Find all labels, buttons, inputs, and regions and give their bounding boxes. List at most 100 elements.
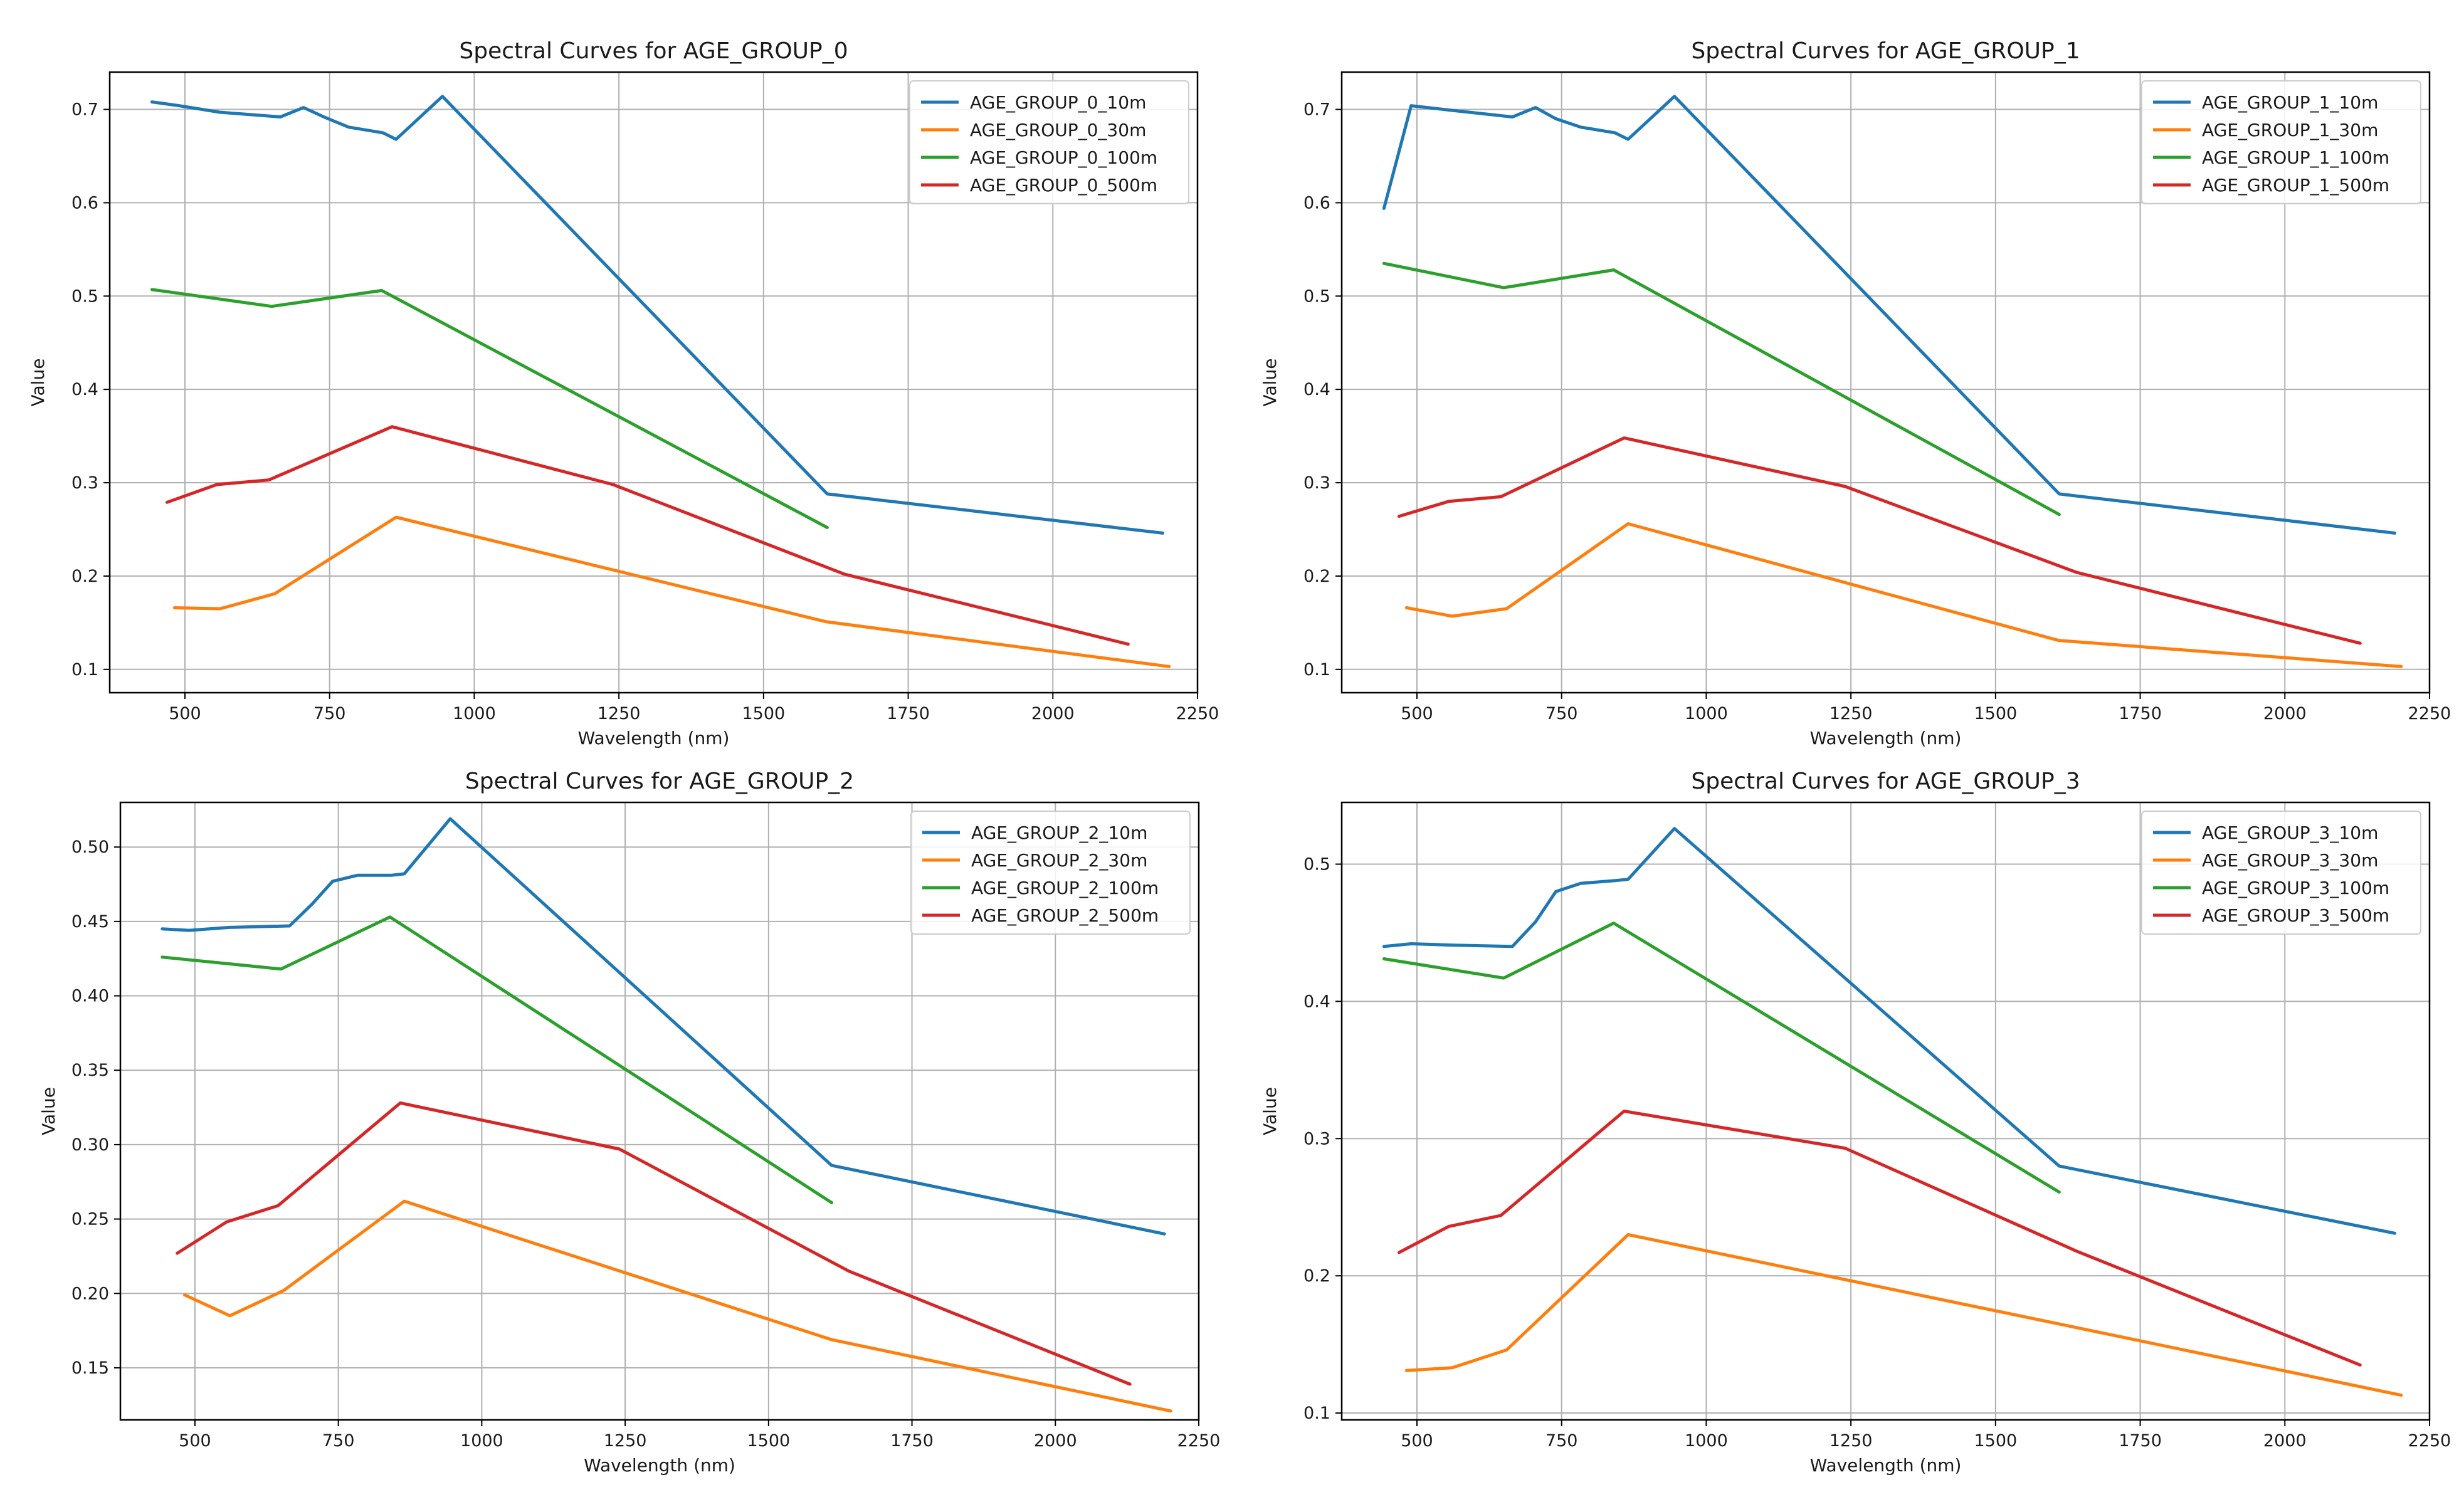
- y-tick-label: 0.20: [71, 1284, 109, 1303]
- y-tick-label: 0.7: [71, 100, 98, 120]
- legend-box: [2141, 811, 2421, 935]
- axes-frame: [119, 801, 1200, 1421]
- y-tick-label: 0.6: [71, 193, 98, 213]
- x-axis-label: Wavelength (nm): [1810, 728, 1962, 748]
- y-tick-label: 0.4: [1303, 380, 1330, 399]
- x-tick-label: 750: [1545, 704, 1578, 723]
- legend-entry: AGE_GROUP_0_100m: [970, 147, 1157, 168]
- y-tick-label: 0.30: [71, 1135, 109, 1155]
- legend-entry: AGE_GROUP_3_30m: [2202, 850, 2378, 871]
- y-tick-label: 0.5: [71, 286, 98, 306]
- legend: AGE_GROUP_0_10m AGE_GROUP_0_30m AGE_GROUP_…: [909, 80, 1189, 204]
- x-tick-label: 1500: [1974, 1431, 2017, 1451]
- x-tick-label: 2000: [1031, 704, 1075, 723]
- y-tick-label: 0.7: [1303, 100, 1330, 120]
- y-tick-label: 0.1: [1303, 1404, 1330, 1423]
- y-tick-label: 0.40: [71, 987, 109, 1006]
- y-tick-label: 0.45: [71, 912, 109, 932]
- legend-entry: AGE_GROUP_0_10m: [970, 92, 1146, 113]
- chart-panel-2: 500 750 1000 1250 1500 1750 2000 2250 0.15 0.20 0.…: [38, 769, 1220, 1476]
- x-axis-label: Wavelength (nm): [578, 728, 730, 748]
- x-tick-label: 500: [1401, 704, 1433, 723]
- x-tick-label: 750: [322, 1431, 355, 1451]
- legend-entry: AGE_GROUP_1_500m: [2202, 175, 2389, 196]
- legend-entry: AGE_GROUP_1_30m: [2202, 120, 2378, 140]
- series-line-AGE_GROUP_3_100m: [1382, 922, 2061, 1194]
- y-tick-label: 0.5: [1303, 286, 1330, 306]
- legend-box: [2141, 80, 2421, 204]
- y-tick-label: 0.1: [71, 660, 98, 680]
- chart-title: Spectral Curves for AGE_GROUP_2: [465, 769, 854, 794]
- x-tick-label: 1500: [742, 704, 785, 723]
- y-tick-label: 0.50: [71, 838, 109, 857]
- series-line-AGE_GROUP_0_500m: [165, 425, 1130, 646]
- legend-entry: AGE_GROUP_0_30m: [970, 120, 1146, 140]
- chart-title: Spectral Curves for AGE_GROUP_3: [1691, 769, 2080, 794]
- legend-box: [910, 811, 1191, 935]
- x-tick-label: 500: [1401, 1431, 1433, 1451]
- series-line-AGE_GROUP_2_100m: [161, 915, 833, 1204]
- x-axis-label: Wavelength (nm): [1810, 1455, 1962, 1476]
- y-tick-label: 0.2: [71, 567, 98, 586]
- chart-panel-3: 500 750 1000 1250 1500 1750 2000 2250 0.1 0.2 0.3 0…: [1260, 769, 2451, 1476]
- x-tick-label: 1250: [604, 1431, 647, 1451]
- chart-title: Spectral Curves for AGE_GROUP_0: [459, 38, 848, 64]
- x-tick-label: 1500: [747, 1431, 790, 1451]
- y-tick-label: 0.3: [71, 473, 98, 493]
- y-tick-label: 0.4: [1303, 992, 1330, 1011]
- y-tick-label: 0.5: [1303, 855, 1330, 875]
- x-tick-label: 1000: [1685, 704, 1728, 723]
- x-tick-label: 750: [313, 704, 346, 723]
- series-line-AGE_GROUP_1_10m: [1382, 95, 2397, 535]
- y-tick-label: 0.2: [1303, 567, 1330, 586]
- legend-entry: AGE_GROUP_2_30m: [971, 850, 1147, 871]
- axes-frame: [108, 71, 1199, 694]
- series-line-AGE_GROUP_2_10m: [161, 817, 1166, 1236]
- y-tick-label: 0.1: [1303, 660, 1330, 680]
- x-axis-label: Wavelength (nm): [584, 1455, 735, 1476]
- chart-panel-0: 500 750 1000 1250 1500 1750 2000 2250 0.1 0.2 0.3 0…: [28, 38, 1219, 748]
- legend-entry: AGE_GROUP_2_500m: [971, 905, 1159, 926]
- y-tick-label: 0.6: [1303, 193, 1330, 213]
- axes-frame: [1340, 71, 2431, 694]
- x-tick-label: 1000: [460, 1431, 503, 1451]
- legend: AGE_GROUP_1_10m AGE_GROUP_1_30m AGE_GROUP_…: [2141, 80, 2421, 204]
- y-axis-label: Value: [1260, 1087, 1280, 1135]
- axes-frame: [1340, 801, 2431, 1421]
- x-tick-label: 1750: [890, 1431, 934, 1451]
- series-line-AGE_GROUP_3_30m: [1404, 1233, 2403, 1397]
- y-tick-label: 0.35: [71, 1061, 109, 1080]
- y-tick-label: 0.25: [71, 1210, 109, 1229]
- x-tick-label: 1750: [2119, 704, 2162, 723]
- x-tick-label: 750: [1545, 1431, 1578, 1451]
- series-line-AGE_GROUP_1_500m: [1397, 436, 2362, 645]
- x-tick-label: 2250: [2408, 1431, 2451, 1451]
- series-line-AGE_GROUP_1_100m: [1382, 261, 2061, 517]
- chart-panel-1: 500 750 1000 1250 1500 1750 2000 2250 0.1 0.2 0.3 0…: [1260, 38, 2451, 748]
- legend-entry: AGE_GROUP_0_500m: [970, 175, 1157, 196]
- legend-entry: AGE_GROUP_2_100m: [971, 878, 1159, 898]
- legend: AGE_GROUP_3_10m AGE_GROUP_3_30m AGE_GROUP_…: [2141, 811, 2421, 935]
- series-line-AGE_GROUP_0_100m: [150, 288, 829, 529]
- y-axis-label: Value: [38, 1087, 59, 1135]
- legend: AGE_GROUP_2_10m AGE_GROUP_2_30m AGE_GROUP_…: [910, 811, 1191, 935]
- y-tick-label: 0.2: [1303, 1266, 1330, 1286]
- x-tick-label: 1250: [1830, 704, 1873, 723]
- x-tick-label: 2000: [2263, 704, 2307, 723]
- x-tick-label: 1500: [1974, 704, 2017, 723]
- y-axis-label: Value: [1260, 359, 1280, 407]
- x-tick-label: 1000: [1685, 1431, 1728, 1451]
- x-tick-label: 2250: [1176, 704, 1219, 723]
- x-tick-label: 2000: [1034, 1431, 1077, 1451]
- legend-entry: AGE_GROUP_1_10m: [2202, 92, 2378, 113]
- series-line-AGE_GROUP_0_10m: [150, 95, 1165, 535]
- x-tick-label: 500: [179, 1431, 211, 1451]
- x-tick-label: 1000: [453, 704, 496, 723]
- y-tick-label: 0.15: [71, 1358, 109, 1378]
- y-axis-label: Value: [28, 359, 48, 407]
- y-tick-label: 0.3: [1303, 1129, 1330, 1148]
- x-tick-label: 2000: [2263, 1431, 2307, 1451]
- series-line-AGE_GROUP_1_30m: [1404, 522, 2403, 668]
